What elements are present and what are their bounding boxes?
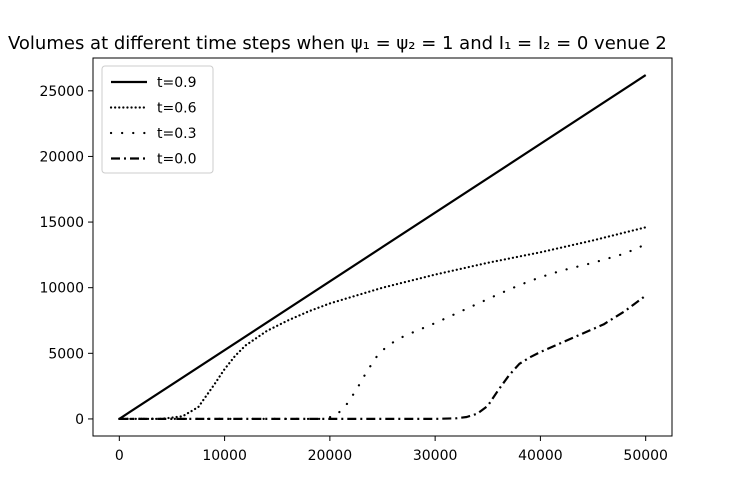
y-tick-label: 5000 bbox=[48, 346, 84, 362]
y-axis: 0 5000 10000 15000 20000 25000 bbox=[39, 84, 93, 428]
x-tick-label: 50000 bbox=[623, 448, 668, 464]
series-line-0 bbox=[118, 74, 647, 420]
y-tick-label: 25000 bbox=[39, 84, 84, 100]
legend-label: t=0.0 bbox=[157, 152, 196, 168]
chart-title: Volumes at different time steps when ψ₁ … bbox=[8, 33, 667, 54]
x-tick-label: 40000 bbox=[518, 448, 563, 464]
y-tick-label: 10000 bbox=[39, 281, 84, 297]
legend-label: t=0.9 bbox=[157, 75, 196, 91]
legend-label: t=0.6 bbox=[157, 101, 197, 117]
x-tick-label: 10000 bbox=[202, 448, 247, 464]
y-tick-label: 20000 bbox=[39, 149, 84, 165]
series-line-1 bbox=[118, 226, 647, 420]
legend: t=0.9 t=0.6 t=0.3 t=0.0 bbox=[101, 65, 214, 174]
x-tick-label: 0 bbox=[115, 448, 124, 464]
series-line-3 bbox=[119, 294, 647, 420]
legend-label: t=0.3 bbox=[157, 126, 196, 142]
x-tick-label: 20000 bbox=[308, 448, 353, 464]
series-line-2 bbox=[118, 243, 647, 420]
x-axis: 0 10000 20000 30000 40000 50000 bbox=[115, 436, 668, 464]
y-tick-label: 0 bbox=[75, 412, 84, 428]
series-layer bbox=[118, 74, 647, 420]
x-tick-label: 30000 bbox=[413, 448, 458, 464]
legend-box bbox=[101, 65, 214, 174]
y-tick-label: 15000 bbox=[39, 215, 84, 231]
